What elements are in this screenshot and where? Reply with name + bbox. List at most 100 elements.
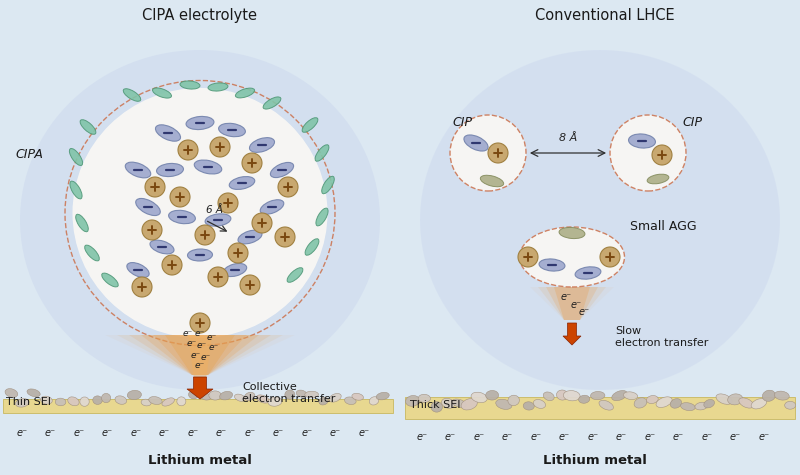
Text: 8 Å: 8 Å — [559, 133, 577, 143]
Circle shape — [132, 277, 152, 297]
Ellipse shape — [486, 390, 498, 400]
Text: e⁻: e⁻ — [559, 432, 570, 442]
Ellipse shape — [305, 391, 318, 398]
Text: e⁻: e⁻ — [159, 428, 170, 438]
Ellipse shape — [523, 402, 534, 410]
Ellipse shape — [681, 403, 695, 410]
Ellipse shape — [739, 398, 754, 408]
Ellipse shape — [250, 138, 274, 152]
Ellipse shape — [442, 399, 454, 408]
Ellipse shape — [557, 390, 568, 400]
Ellipse shape — [418, 394, 430, 402]
Text: e⁻: e⁻ — [758, 432, 770, 442]
Ellipse shape — [70, 181, 82, 199]
Ellipse shape — [70, 149, 82, 165]
Text: e⁻: e⁻ — [195, 361, 205, 370]
Text: e⁻: e⁻ — [730, 432, 741, 442]
Circle shape — [178, 140, 198, 160]
Text: e⁻: e⁻ — [209, 343, 219, 352]
Text: e⁻: e⁻ — [187, 428, 198, 438]
Ellipse shape — [268, 397, 282, 406]
Ellipse shape — [559, 228, 585, 238]
Polygon shape — [165, 335, 235, 375]
Ellipse shape — [263, 97, 281, 109]
Ellipse shape — [5, 389, 18, 398]
Ellipse shape — [230, 177, 254, 190]
Ellipse shape — [728, 394, 742, 405]
Ellipse shape — [260, 200, 284, 214]
Text: e⁻: e⁻ — [702, 432, 713, 442]
Text: e⁻: e⁻ — [17, 428, 27, 438]
Ellipse shape — [315, 145, 329, 161]
Ellipse shape — [270, 162, 294, 178]
Ellipse shape — [80, 397, 90, 406]
Text: e⁻: e⁻ — [570, 300, 582, 310]
FancyBboxPatch shape — [3, 399, 393, 413]
Ellipse shape — [345, 397, 356, 405]
Ellipse shape — [406, 396, 420, 406]
Ellipse shape — [543, 392, 554, 400]
Ellipse shape — [431, 402, 442, 412]
Polygon shape — [117, 335, 283, 375]
Ellipse shape — [235, 88, 254, 98]
Ellipse shape — [20, 50, 380, 390]
Circle shape — [600, 247, 620, 267]
Text: e⁻: e⁻ — [195, 329, 205, 338]
Polygon shape — [538, 287, 606, 320]
Ellipse shape — [177, 397, 186, 406]
Ellipse shape — [85, 245, 99, 261]
Text: e⁻: e⁻ — [616, 432, 627, 442]
Ellipse shape — [162, 398, 174, 406]
Circle shape — [210, 137, 230, 157]
Ellipse shape — [27, 389, 40, 397]
Text: Lithium metal: Lithium metal — [543, 454, 647, 466]
Ellipse shape — [302, 118, 318, 133]
Ellipse shape — [539, 259, 565, 271]
Text: e⁻: e⁻ — [74, 428, 85, 438]
Circle shape — [652, 145, 672, 165]
Ellipse shape — [55, 398, 66, 406]
Ellipse shape — [762, 390, 775, 401]
Ellipse shape — [150, 240, 174, 254]
Ellipse shape — [169, 210, 195, 224]
Ellipse shape — [296, 390, 307, 397]
Polygon shape — [105, 335, 295, 375]
Circle shape — [278, 177, 298, 197]
Text: e⁻: e⁻ — [45, 428, 56, 438]
Text: Conventional LHCE: Conventional LHCE — [535, 8, 675, 22]
Text: CIPA electrolyte: CIPA electrolyte — [142, 8, 258, 22]
Circle shape — [142, 220, 162, 240]
Ellipse shape — [376, 392, 390, 400]
Ellipse shape — [186, 116, 214, 130]
Text: e⁻: e⁻ — [645, 432, 655, 442]
Ellipse shape — [153, 88, 171, 98]
Ellipse shape — [629, 134, 655, 148]
Text: e⁻: e⁻ — [530, 432, 542, 442]
Ellipse shape — [73, 88, 327, 338]
Polygon shape — [188, 335, 212, 387]
Text: 6 Å: 6 Å — [206, 205, 222, 215]
Text: CIPA: CIPA — [15, 149, 43, 162]
Ellipse shape — [141, 399, 151, 406]
Polygon shape — [141, 335, 259, 375]
Text: Collective
electron transfer: Collective electron transfer — [242, 382, 335, 404]
Ellipse shape — [41, 396, 52, 404]
Text: e⁻: e⁻ — [302, 428, 313, 438]
Ellipse shape — [704, 399, 714, 408]
Text: e⁻: e⁻ — [207, 332, 217, 342]
Ellipse shape — [208, 83, 228, 91]
Ellipse shape — [15, 399, 29, 407]
Text: e⁻: e⁻ — [445, 432, 456, 442]
Circle shape — [190, 313, 210, 333]
Circle shape — [275, 227, 295, 247]
Ellipse shape — [76, 214, 88, 232]
Text: e⁻: e⁻ — [502, 432, 513, 442]
Circle shape — [518, 247, 538, 267]
Polygon shape — [530, 287, 614, 320]
Ellipse shape — [599, 400, 614, 410]
Ellipse shape — [670, 399, 682, 408]
Ellipse shape — [774, 391, 790, 400]
Text: CIP: CIP — [682, 116, 702, 130]
Text: e⁻: e⁻ — [417, 432, 427, 442]
Ellipse shape — [194, 160, 222, 174]
